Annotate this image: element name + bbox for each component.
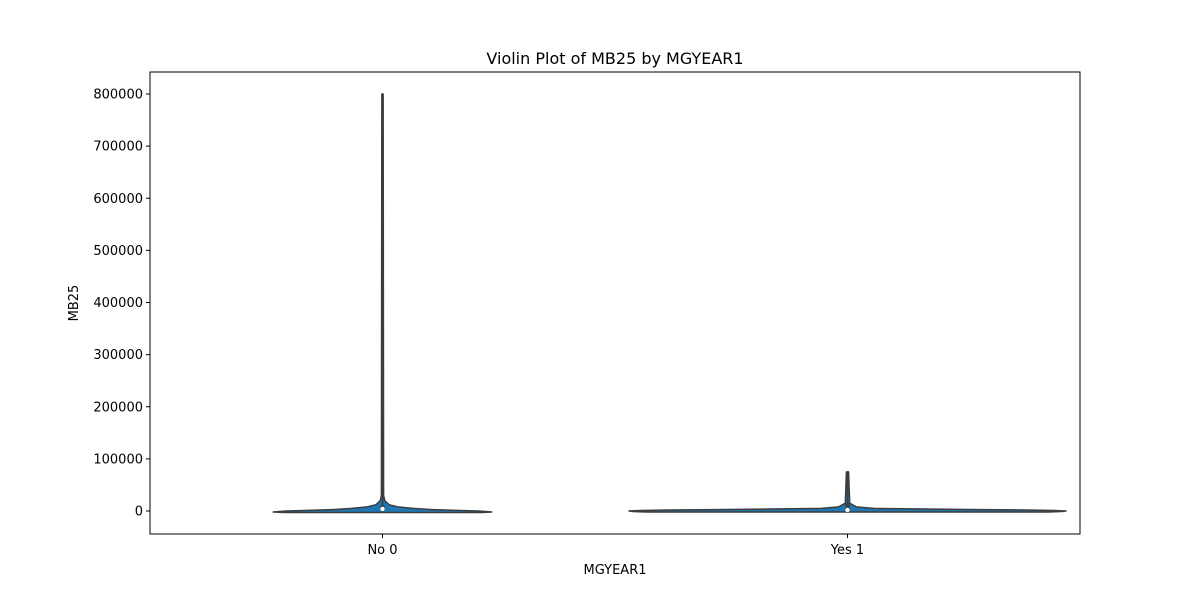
violin-2 xyxy=(628,471,1067,513)
y-tick-label: 300000 xyxy=(93,348,143,363)
y-tick-label: 500000 xyxy=(93,244,143,259)
violin-median-point xyxy=(845,507,850,513)
y-tick-label: 600000 xyxy=(93,192,143,207)
y-tick-label: 700000 xyxy=(93,140,143,155)
y-tick-label: 800000 xyxy=(93,88,143,103)
y-tick-label: 100000 xyxy=(93,452,143,467)
y-tick-label: 200000 xyxy=(93,400,143,415)
y-axis-label: MB25 xyxy=(67,285,82,322)
plot-area xyxy=(272,93,1067,514)
x-axis-label: MGYEAR1 xyxy=(584,563,647,578)
y-tick-label: 400000 xyxy=(93,296,143,311)
y-tick-label: 0 xyxy=(135,505,143,520)
x-tick-label: Yes 1 xyxy=(830,543,864,558)
violin-1 xyxy=(272,93,493,514)
chart-title: Violin Plot of MB25 by MGYEAR1 xyxy=(486,49,743,68)
x-tick-label: No 0 xyxy=(367,543,397,558)
violin-median-point xyxy=(380,506,385,512)
axes: 0 100000 200000 300000 400000 500000 600000 700… xyxy=(93,71,1081,558)
